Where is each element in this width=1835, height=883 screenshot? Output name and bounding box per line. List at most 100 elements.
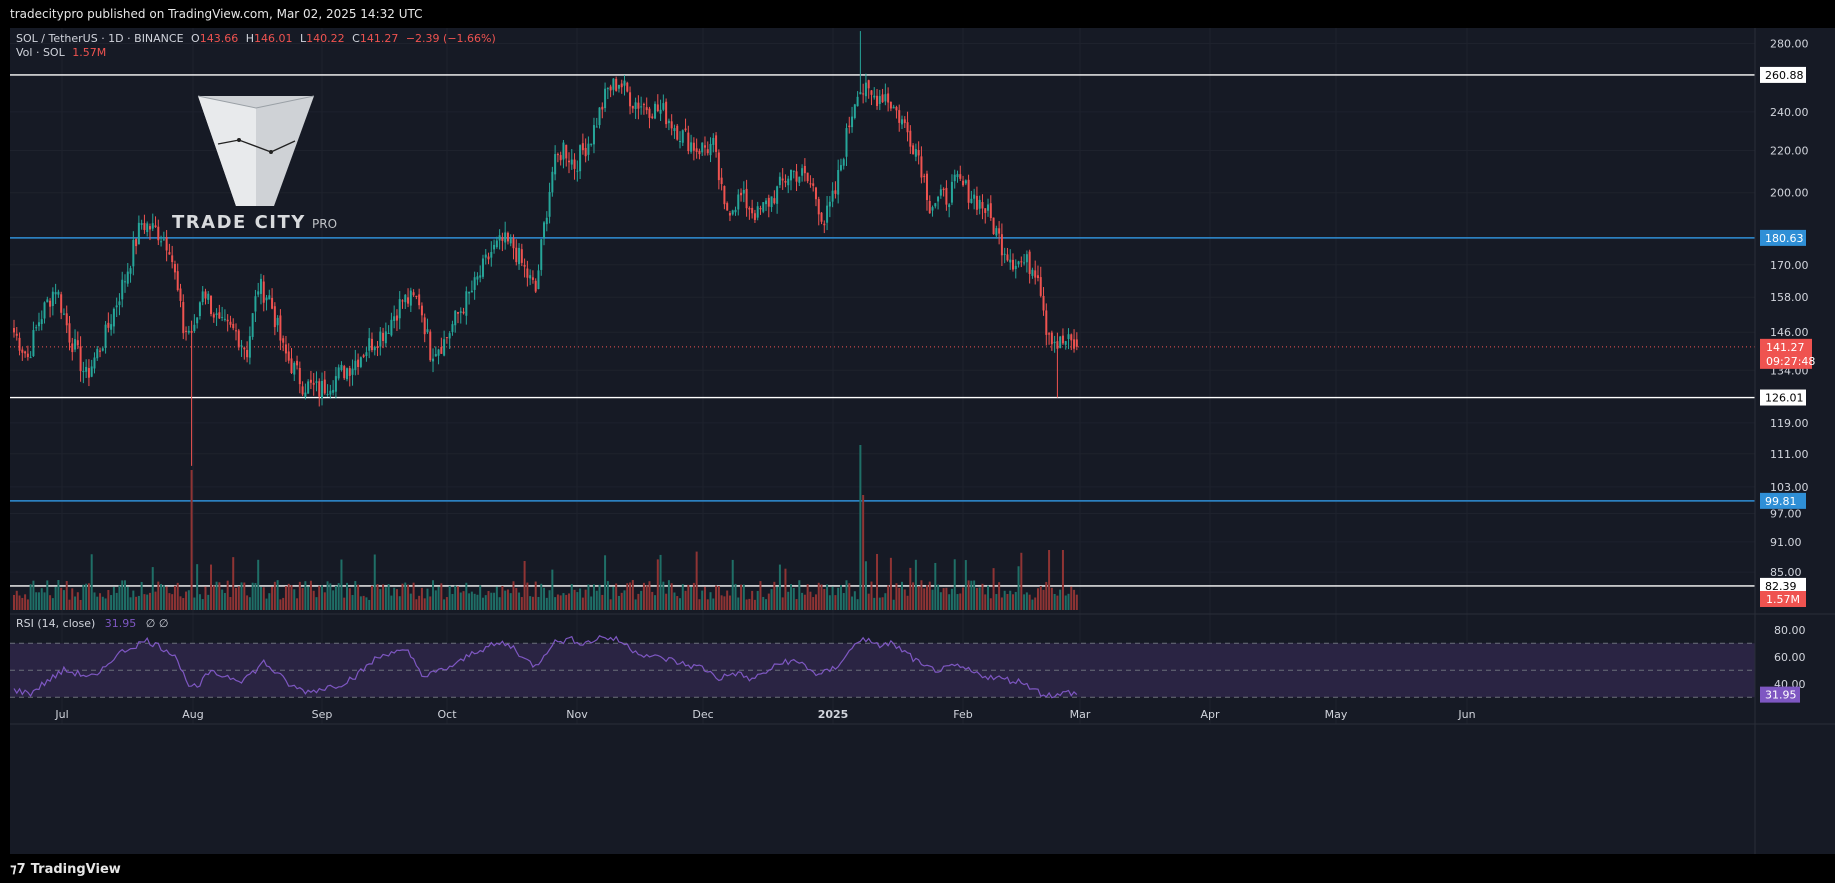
volume-bar: [556, 594, 559, 610]
candle-body: [839, 165, 842, 171]
candle-body: [731, 210, 734, 215]
candle-body: [354, 360, 357, 371]
rsi-extra: ∅ ∅: [146, 617, 169, 630]
level-lines[interactable]: [10, 74, 1755, 587]
rsi-tick-label: 80.00: [1774, 624, 1806, 637]
candle-body: [831, 190, 834, 202]
level-badge-label: 180.63: [1765, 232, 1804, 245]
volume-bar: [1006, 594, 1009, 610]
candle-body: [814, 187, 817, 200]
time-tick-label: Sep: [312, 708, 333, 721]
volume-bar: [112, 586, 115, 610]
volume-bar: [770, 589, 773, 610]
volume-bar: [93, 592, 96, 610]
candle-body: [812, 183, 815, 186]
candle-body: [873, 95, 876, 98]
volume-bar: [873, 597, 876, 610]
candle-body: [892, 106, 895, 109]
chart-area[interactable]: TRADE CITY PRO SOL / TetherUS · 1D · BIN…: [10, 28, 1835, 854]
candle-body: [407, 297, 410, 304]
volume-bar: [670, 583, 673, 610]
volume-bar: [545, 597, 548, 610]
volume-bar: [340, 559, 343, 610]
candle-body: [62, 313, 65, 315]
volume-bar: [26, 599, 29, 610]
volume-bar: [809, 591, 812, 610]
volume-bar: [518, 592, 521, 610]
candle-body: [798, 176, 801, 183]
candle-body: [498, 235, 501, 241]
volume-bar: [370, 585, 373, 610]
candle-body: [1020, 261, 1023, 263]
candle-body: [348, 368, 351, 376]
legend-o-label: O: [191, 32, 200, 45]
candle-body: [856, 96, 859, 107]
candle-body: [898, 110, 901, 123]
volume-bar: [795, 599, 798, 610]
volume-bar: [271, 586, 274, 610]
candle-body: [914, 149, 917, 157]
candle-body: [537, 270, 540, 290]
candle-body: [271, 297, 274, 309]
candle-body: [484, 254, 487, 258]
volume-bar: [493, 592, 496, 610]
volume-bar: [837, 587, 840, 610]
volume-bar: [1061, 550, 1064, 610]
candle-body: [74, 339, 77, 350]
volume-bar: [337, 583, 340, 610]
volume-bar: [223, 592, 226, 610]
volume-bar: [604, 555, 607, 610]
volume-bar: [393, 587, 396, 610]
candle-body: [720, 177, 723, 185]
candle-body: [587, 143, 590, 155]
volume-bar: [110, 595, 113, 610]
volume-bar: [570, 584, 573, 610]
price-chart[interactable]: TRADE CITY PRO SOL / TetherUS · 1D · BIN…: [10, 28, 1835, 854]
candle-body: [554, 154, 557, 175]
volume-bar: [293, 589, 296, 610]
candle-body: [382, 332, 385, 342]
candle-body: [568, 160, 570, 163]
candle-body: [706, 149, 709, 154]
volume-bar: [812, 597, 815, 610]
candle-body: [1023, 262, 1026, 264]
candle-body: [576, 170, 579, 172]
volume-bar: [454, 585, 457, 610]
price-tick-label: 200.00: [1770, 187, 1809, 200]
volume-bar: [459, 592, 462, 610]
volume-bar: [57, 580, 60, 610]
volume-bar: [301, 588, 304, 610]
price-axis[interactable]: 280.00 240.00 220.00 200.00 170.00 158.00 146.…: [1770, 38, 1809, 580]
candle-body: [745, 188, 748, 209]
volume-bar: [382, 584, 385, 610]
candle-body: [262, 281, 265, 303]
candle-body: [470, 290, 473, 293]
level-badge: [1760, 577, 1806, 594]
time-axis[interactable]: Jul Aug Sep Oct Nov Dec 2025 Feb Mar Apr May Jun: [54, 708, 1475, 721]
candle-body: [540, 239, 543, 270]
time-tick-label: Mar: [1070, 708, 1091, 721]
candle-body: [617, 85, 620, 89]
candlesticks[interactable]: [13, 31, 1078, 466]
candle-body: [243, 347, 246, 350]
candle-body: [293, 362, 296, 375]
candle-body: [623, 80, 626, 86]
volume-bar: [457, 586, 459, 610]
candle-body: [737, 194, 740, 210]
candle-body: [29, 357, 32, 359]
candle-body: [112, 308, 115, 327]
candle-body: [903, 119, 906, 124]
volume-bar: [509, 593, 512, 610]
publish-bar: tradecitypro published on TradingView.co…: [0, 0, 1835, 28]
volume-bar: [728, 595, 731, 610]
volume-bar: [726, 590, 729, 610]
candle-body: [934, 203, 937, 207]
candle-body: [265, 297, 268, 301]
volume-bar: [279, 599, 282, 610]
candle-body: [290, 358, 293, 374]
tradingview-logo[interactable]: ⁊7 TradingView: [10, 862, 121, 877]
candle-body: [190, 330, 193, 333]
volume-bar: [515, 588, 518, 610]
last-price-badge: [1760, 338, 1812, 369]
volume-bar: [157, 581, 160, 610]
